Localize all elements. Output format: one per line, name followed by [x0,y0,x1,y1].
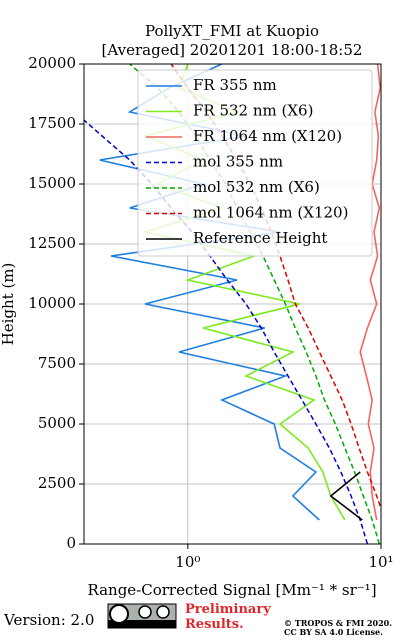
y-tick-label: 10000 [28,294,76,312]
series-line [359,64,381,521]
y-tick-label: 0 [66,534,76,552]
y-tick-label: 15000 [28,174,76,192]
y-axis-label: Height (m) [0,263,17,346]
plot-frame [83,63,382,545]
legend-label: FR 532 nm (X6) [193,102,313,120]
series-line [329,471,363,521]
legend-label: mol 532 nm (X6) [193,178,320,196]
legend-box [137,69,373,257]
x-tick-label: 10¹ [368,553,393,571]
chart-title: PollyXT_FMI at Kuopio [145,22,319,40]
preliminary-note: Preliminary Results. [185,602,271,632]
version: Version: 2.0 [3,611,94,629]
legend-label: mol 1064 nm (X120) [193,204,348,222]
y-tick-label: 20000 [28,54,76,72]
cc-badge [107,603,177,629]
series-line [129,64,381,544]
x-axis-label: Range-Corrected Signal [Mm⁻¹ * sr⁻¹] [87,581,376,599]
y-tick-label: 12500 [28,234,76,252]
legend-label: Reference Height [193,229,327,247]
chart-subtitle: [Averaged] 20201201 18:00-18:52 [102,41,363,59]
legend-label: FR 1064 nm (X120) [193,127,342,145]
x-tick-label: 10⁰ [175,553,200,571]
license: CC BY SA 4.0 License. [284,627,383,637]
legend: FR 355 nm FR 532 nm (X6) FR 1064 nm (X120)… [137,69,373,257]
y-tick-label: 7500 [38,354,76,372]
legend-label: mol 355 nm [193,153,283,171]
copyright: © TROPOS & FMI 2020. [284,618,392,628]
y-tick-label: 5000 [38,414,76,432]
legend-label: FR 355 nm [193,76,277,94]
y-tick-label: 17500 [28,114,76,132]
y-tick-label: 2500 [38,474,76,492]
